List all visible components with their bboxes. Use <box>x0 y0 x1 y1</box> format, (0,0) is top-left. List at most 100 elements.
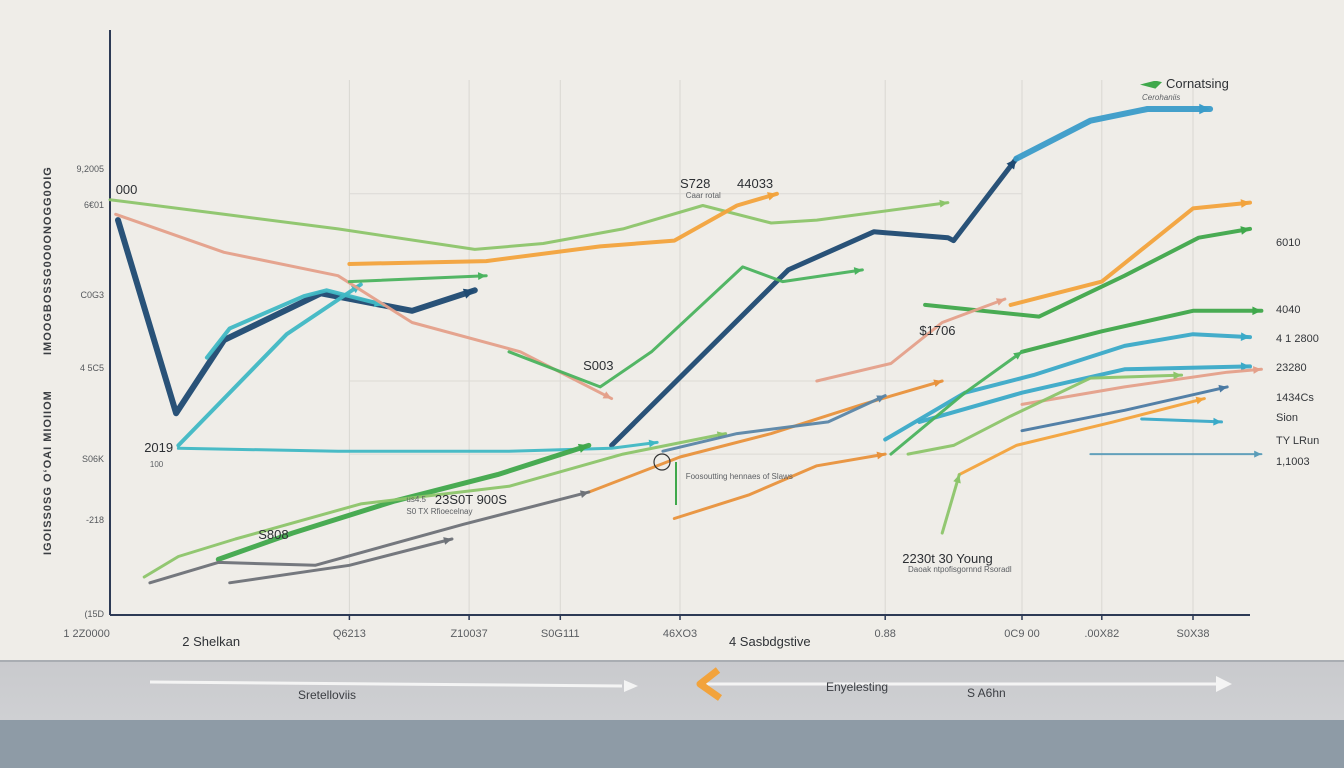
right-value-label: 1,1003 <box>1276 455 1310 468</box>
series-arrowhead-green-right-low <box>1013 351 1022 360</box>
chart-annotation: 2230t 30 Young <box>902 550 993 566</box>
chart-annotation: Daoak ntpofisgornnd Rsoradl <box>908 565 1012 575</box>
series-line-salmon-right2 <box>1020 367 1263 406</box>
right-value-label: 4040 <box>1276 303 1301 316</box>
timeline-arrows <box>149 667 1232 701</box>
series-line-green-lower-rise <box>142 432 728 579</box>
series-arrowhead-orange-mid <box>933 379 943 388</box>
right-value-label: Sion <box>1276 412 1299 425</box>
legend-label: Cornatsing <box>1140 76 1229 91</box>
series-arrowhead-orange-top <box>767 192 777 201</box>
series-line-green-right-low <box>889 350 1024 456</box>
series-line-teal-right2 <box>917 364 1252 424</box>
series-arrowhead-orange-right <box>1240 199 1250 208</box>
right-value-label: 4 1 2800 <box>1276 333 1319 346</box>
series-arrowhead-navy-rise <box>1006 158 1017 170</box>
chart-annotation: S808 <box>258 527 289 543</box>
series-arrowhead-green-right2 <box>1252 306 1262 316</box>
y-tick-label: S06K <box>81 453 104 464</box>
series-arrowhead-green-bottom <box>577 443 589 453</box>
y-tick-label: 6€01 <box>83 199 104 210</box>
series-line-steelblue-mid <box>661 394 887 453</box>
chart-annotation: S728 <box>680 176 711 192</box>
y-tick-label: C0G3 <box>80 290 104 301</box>
right-value-label: 1434Cs <box>1276 391 1314 404</box>
x-category-label: 2 Shelkan <box>182 634 241 649</box>
x-category-label: 4 Sasbdgstive <box>728 634 811 649</box>
timeline-back-arrow <box>696 667 723 701</box>
series-arrowhead-orange-right-low <box>1195 396 1205 405</box>
series-line-green-arrow <box>347 274 488 284</box>
timeline-left-line <box>149 680 623 688</box>
bottom-timeline-band: Sretelloviis Enyelesting S A6hn <box>0 660 1344 720</box>
chart-annotation: us4.5 <box>406 495 426 505</box>
right-value-label: TY LRun <box>1276 435 1320 448</box>
series-arrowhead-salmon-right <box>995 298 1005 306</box>
series-line-teal-rise <box>176 282 363 448</box>
series-line-gray-bottom2 <box>228 537 454 585</box>
series-line-orange-top <box>347 191 779 266</box>
y-tick-label: 4 5C5 <box>79 363 104 374</box>
series-arrowhead-steelblue-mid <box>876 395 886 403</box>
series-arrowhead-teal-faint <box>1254 450 1262 458</box>
series-line-orange-low <box>672 452 887 520</box>
dollar-circle-icon <box>653 453 671 471</box>
series-arrowhead-teal-right1 <box>1240 332 1250 342</box>
chart-annotation: 000 <box>115 182 138 198</box>
x-tick-label: Q6213 <box>332 628 366 640</box>
chart-stage <box>108 30 1264 620</box>
chart-plot <box>108 30 1264 620</box>
series-line-orange-mid <box>587 379 944 494</box>
x-tick-label: S0G111 <box>540 628 580 640</box>
series-line-blue-top <box>1013 106 1214 162</box>
bottom-dark-band <box>0 720 1344 768</box>
timeline-right-label: S A6hn <box>967 686 1006 700</box>
series-line-navy <box>115 217 478 417</box>
timeline-right-arrowhead <box>1216 676 1232 692</box>
chart-annotation: 44033 <box>737 176 774 192</box>
chart-annotation: S003 <box>583 357 614 373</box>
chart-annotation: 2019 <box>144 439 174 455</box>
series-arrowhead-green-mid-v <box>853 267 863 275</box>
chart-annotation: 100 <box>149 459 164 469</box>
series-arrowhead-lightgreen-right <box>1173 371 1182 380</box>
series-line-teal-flat <box>176 440 659 453</box>
series-line-teal-right1 <box>883 332 1252 442</box>
y-axis-title-upper: IMOOGBOSSG0O0ONOGG0OIG <box>42 166 54 355</box>
series-arrowhead-green-right1 <box>1240 226 1250 235</box>
y-axis-title-lower: IGOISS0SG OʻOAI MIOIIOM <box>42 390 54 555</box>
series-line-lightgreen-stem <box>940 473 961 535</box>
chart-annotation: Foosoutting hennaes of Slaws <box>685 471 793 481</box>
chart-annotation: S0 TX Rfioecelnay <box>406 506 473 516</box>
series-arrowhead-teal-right2 <box>1240 362 1250 371</box>
x-tick-label: .00X82 <box>1084 628 1120 640</box>
x-tick-label: 0.88 <box>874 628 896 640</box>
series-line-green-light-top <box>108 198 950 251</box>
legend-label-text: Cornatsing <box>1166 76 1229 91</box>
series-line-green-right1 <box>923 226 1252 319</box>
series-arrowhead-teal-flat <box>648 439 658 448</box>
series-line-green-right2 <box>1020 308 1264 354</box>
timeline-left-arrowhead <box>624 680 638 692</box>
right-value-label: 6010 <box>1276 236 1301 249</box>
series-line-orange-right <box>1008 200 1252 307</box>
legend-arrow-icon <box>1140 80 1162 89</box>
x-tick-label: 0C9 00 <box>1004 628 1040 640</box>
series-arrowhead-green-arrow <box>477 272 487 280</box>
series-line-salmon-right <box>815 297 1007 383</box>
series-line-orange-right-low <box>957 397 1206 477</box>
x-tick-label: 1 2Z0000 <box>63 628 110 640</box>
series-arrowhead-gray-bottom <box>579 490 589 498</box>
series-arrowhead-orange-low <box>876 451 886 460</box>
x-tick-label: 46XO3 <box>662 628 698 640</box>
y-tick-label: 9,2005 <box>76 164 104 175</box>
chart-annotation: Caar rotal <box>685 190 721 200</box>
series-arrowhead-gray-bottom2 <box>443 537 452 545</box>
series-line-teal-right-low <box>1140 417 1223 424</box>
series-arrowhead-salmon-top <box>602 391 612 399</box>
y-tick-label: -218 <box>85 515 104 526</box>
timeline-mid-label: Enyelesting <box>826 680 889 694</box>
series-line-green-mid-v <box>507 265 864 389</box>
timeline-left-label: Sretelloviis <box>298 688 357 702</box>
chart-annotation: $1706 <box>919 322 956 338</box>
